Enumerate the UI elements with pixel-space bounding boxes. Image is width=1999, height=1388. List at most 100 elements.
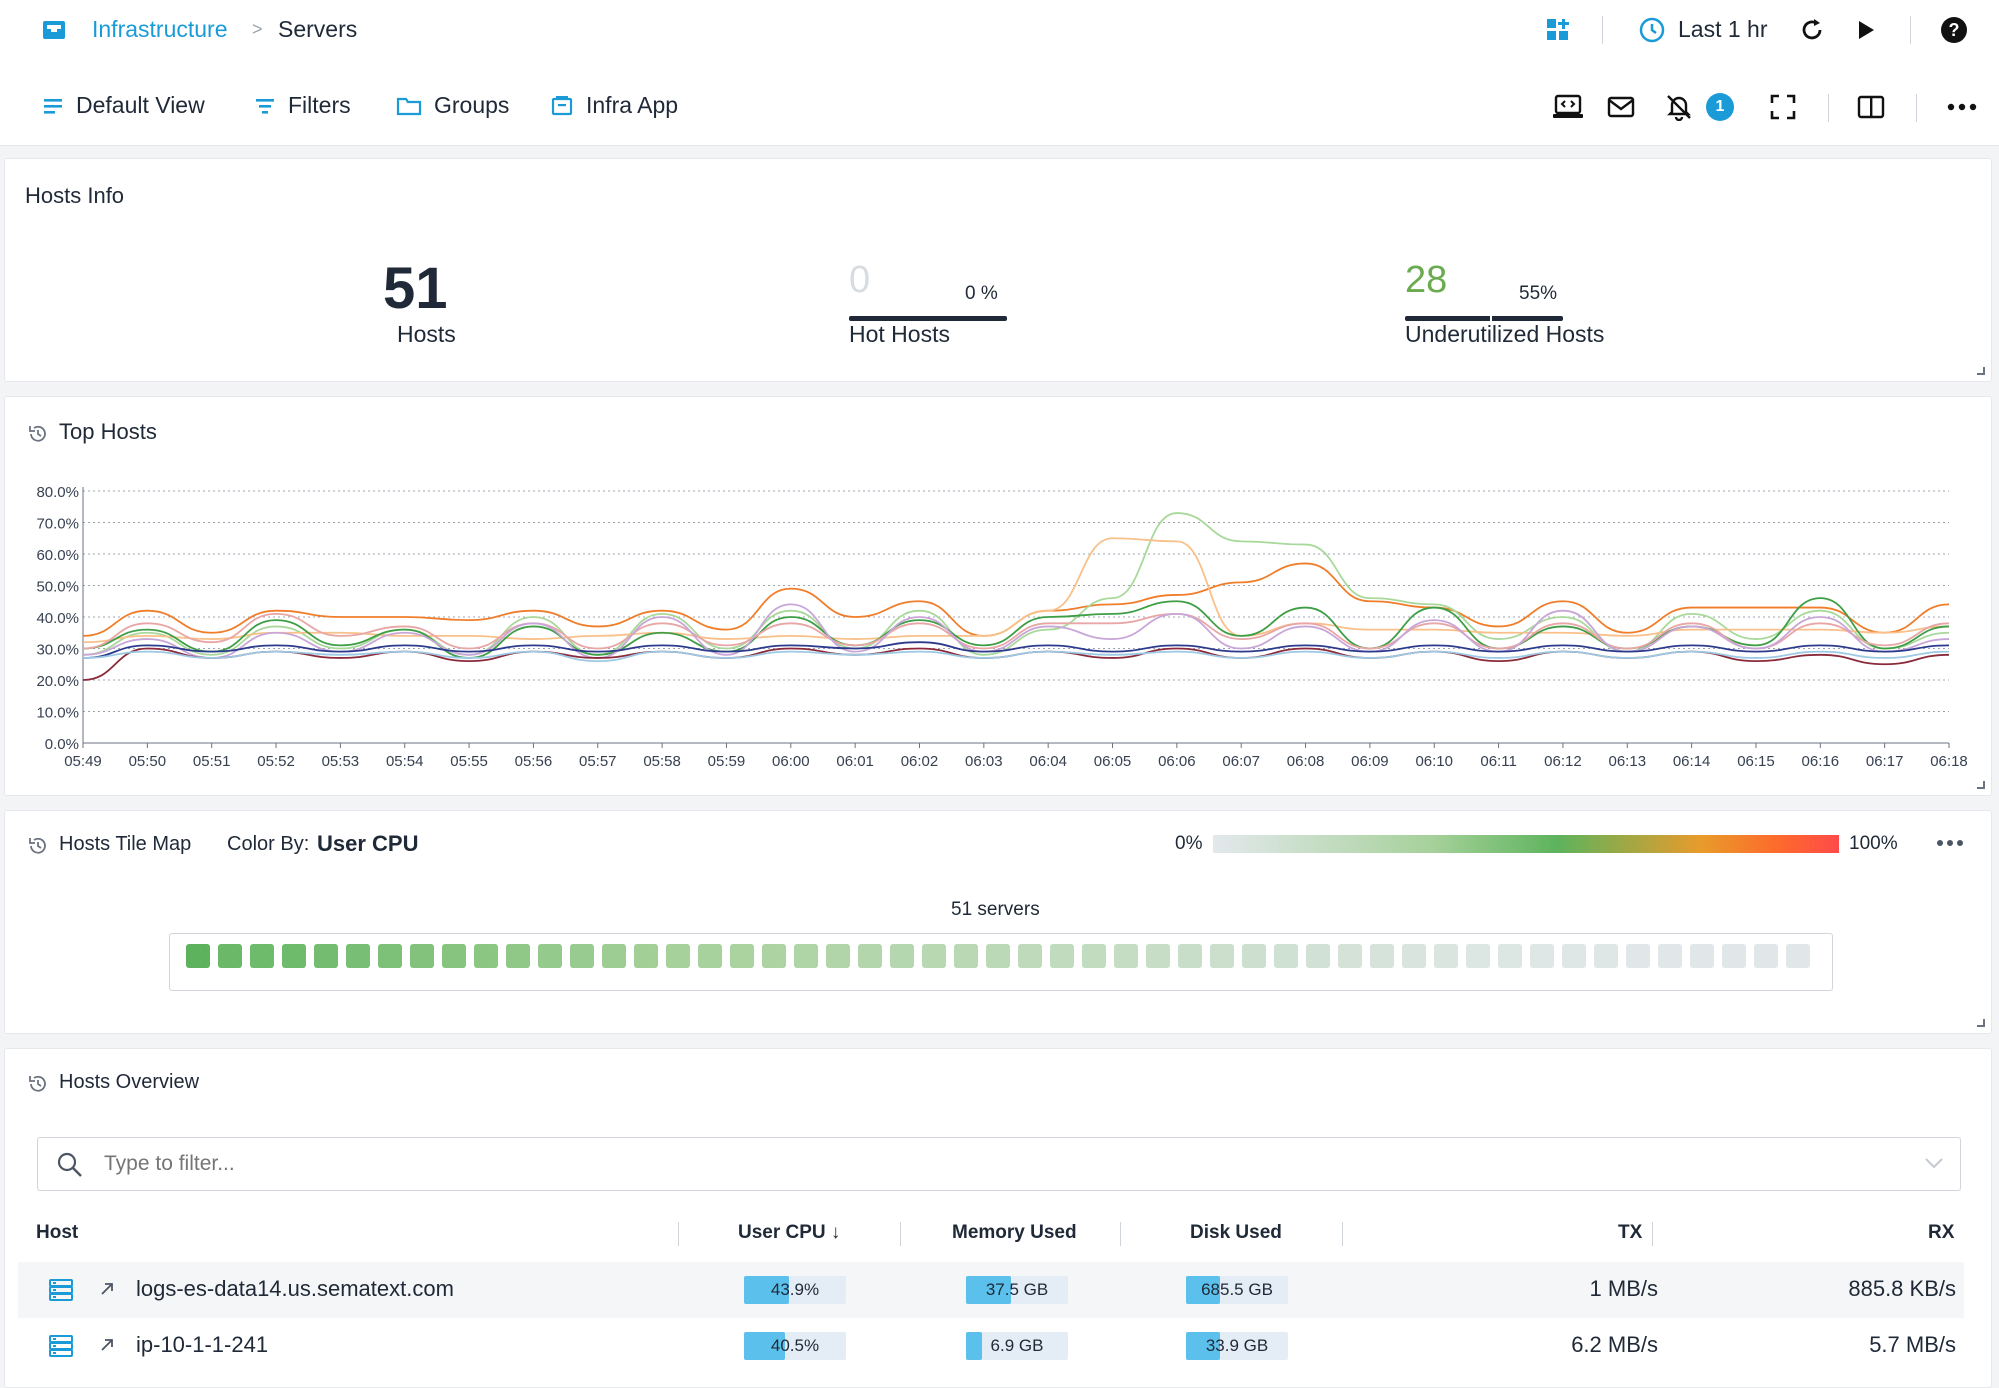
column-header-tx[interactable]: TX	[1618, 1222, 1643, 1243]
host-tile[interactable]	[1178, 944, 1202, 968]
host-tile[interactable]	[826, 944, 850, 968]
resize-handle[interactable]	[1977, 367, 1985, 375]
clock-icon[interactable]	[1638, 16, 1666, 44]
play-icon[interactable]	[1852, 16, 1880, 44]
column-divider[interactable]	[900, 1222, 901, 1246]
host-tile[interactable]	[986, 944, 1010, 968]
host-tile[interactable]	[250, 944, 274, 968]
host-tile[interactable]	[1306, 944, 1330, 968]
open-link-icon[interactable]	[98, 1336, 116, 1354]
column-header-host[interactable]: Host	[36, 1222, 79, 1243]
host-tile[interactable]	[538, 944, 562, 968]
host-tile[interactable]	[602, 944, 626, 968]
host-tile[interactable]	[474, 944, 498, 968]
host-tile[interactable]	[1466, 944, 1490, 968]
open-link-icon[interactable]	[98, 1280, 116, 1298]
host-tile[interactable]	[1146, 944, 1170, 968]
color-by-value[interactable]: User CPU	[317, 831, 419, 856]
tile-map-more-icon[interactable]	[1935, 837, 1965, 849]
notification-badge[interactable]: 1	[1706, 93, 1734, 121]
alerts-muted-icon[interactable]	[1664, 92, 1694, 122]
filters-button[interactable]: Filters	[254, 92, 351, 119]
host-tile[interactable]	[1626, 944, 1650, 968]
host-tile[interactable]	[1370, 944, 1394, 968]
host-tile[interactable]	[314, 944, 338, 968]
host-tile[interactable]	[1210, 944, 1234, 968]
host-tile[interactable]	[218, 944, 242, 968]
column-divider[interactable]	[1120, 1222, 1121, 1246]
host-tile[interactable]	[1274, 944, 1298, 968]
host-tile[interactable]	[570, 944, 594, 968]
add-widget-icon[interactable]	[1544, 16, 1572, 44]
column-header-memory-used[interactable]: Memory Used	[952, 1222, 1077, 1243]
host-tile[interactable]	[1722, 944, 1746, 968]
host-tile[interactable]	[954, 944, 978, 968]
host-tile[interactable]	[698, 944, 722, 968]
host-tile[interactable]	[1754, 944, 1778, 968]
host-tile[interactable]	[1786, 944, 1810, 968]
host-tile[interactable]	[890, 944, 914, 968]
column-divider[interactable]	[1342, 1222, 1343, 1246]
host-tile[interactable]	[1082, 944, 1106, 968]
host-tile[interactable]	[1114, 944, 1138, 968]
host-tile[interactable]	[794, 944, 818, 968]
host-tile[interactable]	[1018, 944, 1042, 968]
groups-button[interactable]: Groups	[396, 92, 509, 119]
host-tile[interactable]	[1690, 944, 1714, 968]
host-tile[interactable]	[922, 944, 946, 968]
host-tile[interactable]	[346, 944, 370, 968]
host-tile[interactable]	[442, 944, 466, 968]
host-tile[interactable]	[1562, 944, 1586, 968]
chevron-down-icon[interactable]	[1924, 1156, 1944, 1170]
column-header-disk-used[interactable]: Disk Used	[1190, 1222, 1282, 1243]
resize-handle[interactable]	[1977, 781, 1985, 789]
host-tile[interactable]	[634, 944, 658, 968]
resize-handle[interactable]	[1977, 1019, 1985, 1027]
report-icon[interactable]	[1552, 92, 1584, 122]
hot-hosts-count: 0	[849, 259, 871, 301]
column-divider[interactable]	[678, 1222, 679, 1246]
host-name[interactable]: logs-es-data14.us.sematext.com	[136, 1276, 454, 1301]
host-tile[interactable]	[1338, 944, 1362, 968]
host-tile[interactable]	[378, 944, 402, 968]
host-tile[interactable]	[1658, 944, 1682, 968]
host-tile[interactable]	[730, 944, 754, 968]
host-tile[interactable]	[762, 944, 786, 968]
time-range-selector[interactable]: Last 1 hr	[1678, 16, 1768, 42]
host-tile[interactable]	[1594, 944, 1618, 968]
refresh-icon[interactable]	[1798, 16, 1826, 44]
filter-box[interactable]	[37, 1137, 1961, 1191]
fullscreen-icon[interactable]	[1768, 92, 1798, 122]
help-icon[interactable]: ?	[1940, 16, 1968, 44]
host-tile[interactable]	[1498, 944, 1522, 968]
host-tile[interactable]	[1242, 944, 1266, 968]
table-row[interactable]: logs-es-data14.us.sematext.com 43.9% 37.5 …	[18, 1262, 1964, 1318]
host-tile[interactable]	[666, 944, 690, 968]
infra-app-button[interactable]: Infra App	[550, 92, 678, 119]
filter-input[interactable]	[104, 1146, 1884, 1182]
default-view-button[interactable]: Default View	[42, 92, 205, 119]
mail-icon[interactable]	[1606, 92, 1636, 122]
host-name[interactable]: ip-10-1-1-241	[136, 1332, 269, 1357]
table-row[interactable]: ip-10-1-1-241 40.5% 6.9 GB 33.9 GB 6.2 MB/s 5…	[18, 1318, 1964, 1374]
top-bar: Infrastructure > Servers Last 1 hr ? Def…	[0, 0, 1999, 146]
server-icon	[48, 1278, 74, 1302]
column-header-rx[interactable]: RX	[1928, 1222, 1955, 1243]
disk-used-bar: 33.9 GB	[1186, 1332, 1288, 1360]
host-tile[interactable]	[410, 944, 434, 968]
host-tile[interactable]	[1402, 944, 1426, 968]
history-icon	[27, 1073, 49, 1095]
host-tile[interactable]	[858, 944, 882, 968]
host-tile[interactable]	[1530, 944, 1554, 968]
host-tile[interactable]	[1434, 944, 1458, 968]
more-options-icon[interactable]	[1946, 92, 1978, 122]
column-divider[interactable]	[1652, 1222, 1653, 1246]
breadcrumb-infrastructure[interactable]: Infrastructure	[92, 16, 228, 42]
top-hosts-title: Top Hosts	[59, 419, 157, 444]
host-tile[interactable]	[1050, 944, 1074, 968]
column-header-user-cpu[interactable]: User CPU ↓	[738, 1222, 841, 1243]
host-tile[interactable]	[506, 944, 530, 968]
host-tile[interactable]	[186, 944, 210, 968]
split-view-icon[interactable]	[1856, 92, 1886, 122]
host-tile[interactable]	[282, 944, 306, 968]
